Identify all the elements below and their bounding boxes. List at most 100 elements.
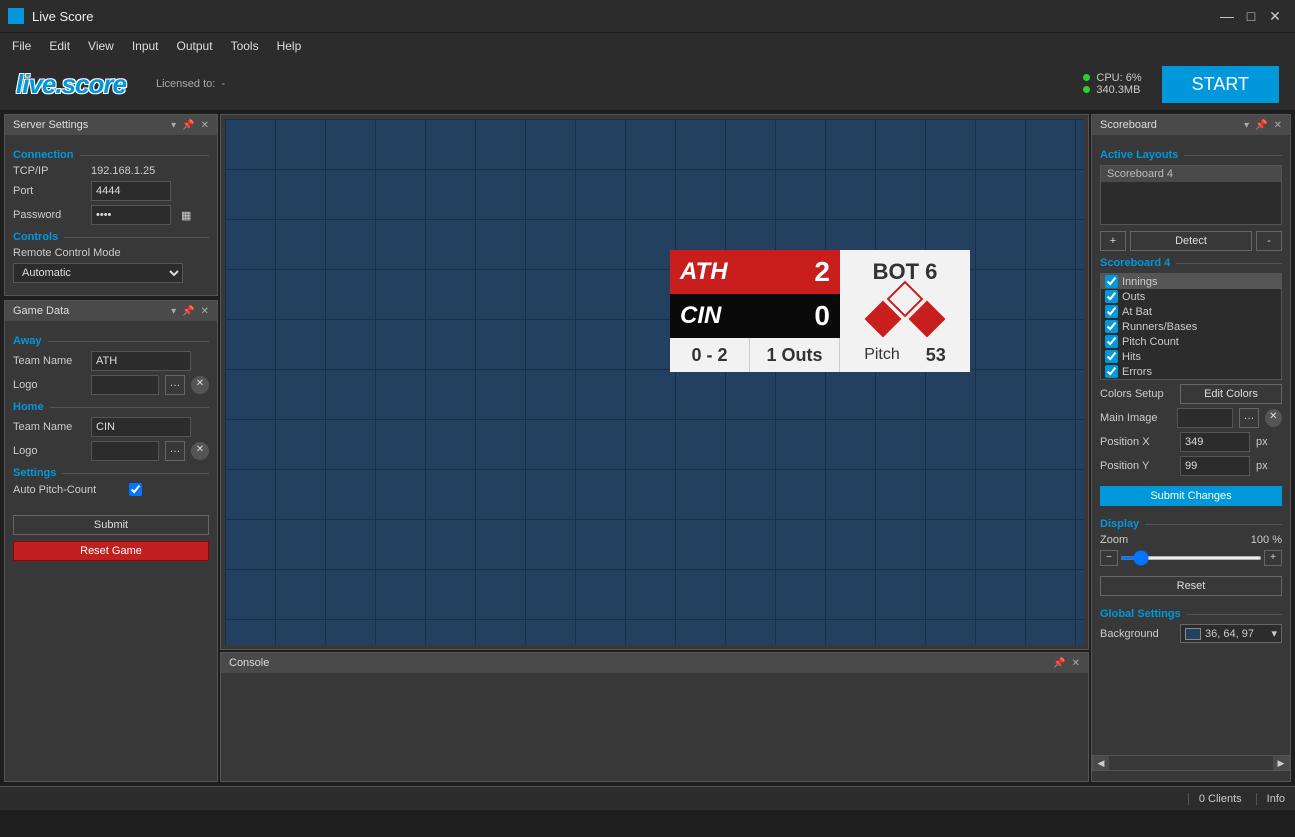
scoreboard-overlay[interactable]: ATH2 BOT 6 CIN0 0 - 2 1 Outs Pitch 53 — [670, 250, 970, 372]
sb-team2-score: 0 — [814, 300, 830, 332]
clients-status: 0 Clients — [1188, 793, 1242, 805]
panel-dropdown-icon[interactable]: ▾ — [171, 120, 176, 131]
home-logo-clear[interactable]: ✕ — [191, 442, 209, 460]
horizontal-scrollbar[interactable]: ◀ ▶ — [1092, 755, 1290, 771]
server-settings-panel: Server Settings ▾ 📌 ✕ Connection TCP/IP1… — [4, 114, 218, 296]
close-button[interactable]: ✕ — [1263, 8, 1287, 25]
password-input[interactable] — [91, 205, 171, 225]
sb-count: 0 - 2 — [670, 338, 750, 372]
display-options-list[interactable]: InningsOutsAt BatRunners/BasesPitch Coun… — [1100, 273, 1282, 380]
active-layouts-section: Active Layouts — [1100, 149, 1184, 161]
panel-close-icon[interactable]: ✕ — [201, 120, 209, 131]
detect-button[interactable]: Detect — [1130, 231, 1252, 251]
home-logo-input[interactable] — [91, 441, 159, 461]
panel-pin-icon[interactable]: 📌 — [182, 306, 194, 317]
sb-outs: 1 Outs — [750, 338, 840, 372]
game-data-title: Game Data — [13, 305, 69, 317]
info-status[interactable]: Info — [1256, 793, 1285, 805]
panel-pin-icon[interactable]: 📌 — [1053, 658, 1065, 669]
position-y-input[interactable] — [1180, 456, 1250, 476]
main-image-clear[interactable]: ✕ — [1265, 409, 1282, 427]
sb-bases — [840, 294, 970, 338]
away-team-input[interactable] — [91, 351, 191, 371]
checkbox[interactable] — [1105, 320, 1118, 333]
checkbox[interactable] — [1105, 290, 1118, 303]
checkbox[interactable] — [1105, 275, 1118, 288]
header: live.score Licensed to: - CPU: 6% 340.3M… — [0, 58, 1295, 110]
layout-item[interactable]: Scoreboard 4 — [1101, 166, 1281, 182]
panel-dropdown-icon[interactable]: ▾ — [171, 306, 176, 317]
check-item-hits[interactable]: Hits — [1101, 349, 1281, 364]
zoom-slider[interactable] — [1120, 556, 1262, 560]
away-logo-clear[interactable]: ✕ — [191, 376, 209, 394]
maximize-button[interactable]: □ — [1239, 8, 1263, 24]
cpu-dot-icon — [1083, 74, 1090, 81]
console-title: Console — [229, 657, 269, 669]
check-item-outs[interactable]: Outs — [1101, 289, 1281, 304]
scoreboard-panel-title: Scoreboard — [1100, 119, 1157, 131]
check-item-innings[interactable]: Innings — [1101, 274, 1281, 289]
layout-list[interactable]: Scoreboard 4 — [1100, 165, 1282, 225]
menu-tools[interactable]: Tools — [231, 39, 259, 53]
position-x-input[interactable] — [1180, 432, 1250, 452]
remote-mode-select[interactable]: Automatic — [13, 263, 183, 283]
home-team-input[interactable] — [91, 417, 191, 437]
submit-button[interactable]: Submit — [13, 515, 209, 535]
menu-edit[interactable]: Edit — [49, 39, 70, 53]
checkbox[interactable] — [1105, 305, 1118, 318]
scroll-left-icon[interactable]: ◀ — [1093, 756, 1109, 770]
check-item-pitch-count[interactable]: Pitch Count — [1101, 334, 1281, 349]
panel-close-icon[interactable]: ✕ — [1072, 658, 1080, 669]
tcp-label: TCP/IP — [13, 165, 85, 177]
sb-pitch: Pitch 53 — [840, 338, 970, 372]
qr-icon[interactable]: ▦ — [181, 209, 191, 222]
zoom-in-button[interactable]: + — [1264, 550, 1282, 566]
panel-pin-icon[interactable]: 📌 — [1255, 120, 1267, 131]
home-logo-browse[interactable]: … — [165, 441, 185, 461]
main-image-input[interactable] — [1177, 408, 1233, 428]
check-item-errors[interactable]: Errors — [1101, 364, 1281, 379]
panel-close-icon[interactable]: ✕ — [201, 306, 209, 317]
main-image-browse[interactable]: … — [1239, 408, 1258, 428]
checkbox[interactable] — [1105, 350, 1118, 363]
submit-changes-button[interactable]: Submit Changes — [1100, 486, 1282, 506]
background-color-picker[interactable]: 36, 64, 97▾ — [1180, 624, 1282, 643]
panel-dropdown-icon[interactable]: ▾ — [1244, 120, 1249, 131]
minimize-button[interactable]: — — [1215, 8, 1239, 24]
panel-pin-icon[interactable]: 📌 — [182, 120, 194, 131]
menu-view[interactable]: View — [88, 39, 114, 53]
panel-close-icon[interactable]: ✕ — [1274, 120, 1282, 131]
checkbox[interactable] — [1105, 365, 1118, 378]
menu-input[interactable]: Input — [132, 39, 159, 53]
zoom-out-button[interactable]: − — [1100, 550, 1118, 566]
sb-team1-name: ATH — [680, 258, 728, 286]
reset-game-button[interactable]: Reset Game — [13, 541, 209, 561]
color-chip-icon — [1185, 628, 1201, 640]
away-section: Away — [13, 335, 48, 347]
menu-output[interactable]: Output — [177, 39, 213, 53]
scroll-right-icon[interactable]: ▶ — [1273, 756, 1289, 770]
away-logo-input[interactable] — [91, 375, 159, 395]
settings-section: Settings — [13, 467, 62, 479]
mem-dot-icon — [1083, 86, 1090, 93]
check-item-at-bat[interactable]: At Bat — [1101, 304, 1281, 319]
remove-layout-button[interactable]: - — [1256, 231, 1282, 251]
away-logo-browse[interactable]: … — [165, 375, 185, 395]
check-item-runners-bases[interactable]: Runners/Bases — [1101, 319, 1281, 334]
display-reset-button[interactable]: Reset — [1100, 576, 1282, 596]
display-section: Display — [1100, 518, 1145, 530]
canvas[interactable]: ATH2 BOT 6 CIN0 0 - 2 1 Outs Pitch 53 — [220, 114, 1089, 650]
checkbox[interactable] — [1105, 335, 1118, 348]
password-label: Password — [13, 209, 85, 221]
menu-file[interactable]: File — [12, 39, 31, 53]
titlebar: Live Score — □ ✕ — [0, 0, 1295, 32]
menu-help[interactable]: Help — [277, 39, 302, 53]
edit-colors-button[interactable]: Edit Colors — [1180, 384, 1282, 404]
add-layout-button[interactable]: + — [1100, 231, 1126, 251]
auto-pitch-checkbox[interactable] — [129, 483, 142, 496]
port-input[interactable] — [91, 181, 171, 201]
controls-section: Controls — [13, 231, 64, 243]
zoom-value: 100 % — [1251, 534, 1282, 546]
tcp-value: 192.168.1.25 — [91, 165, 155, 177]
start-button[interactable]: START — [1162, 66, 1279, 103]
